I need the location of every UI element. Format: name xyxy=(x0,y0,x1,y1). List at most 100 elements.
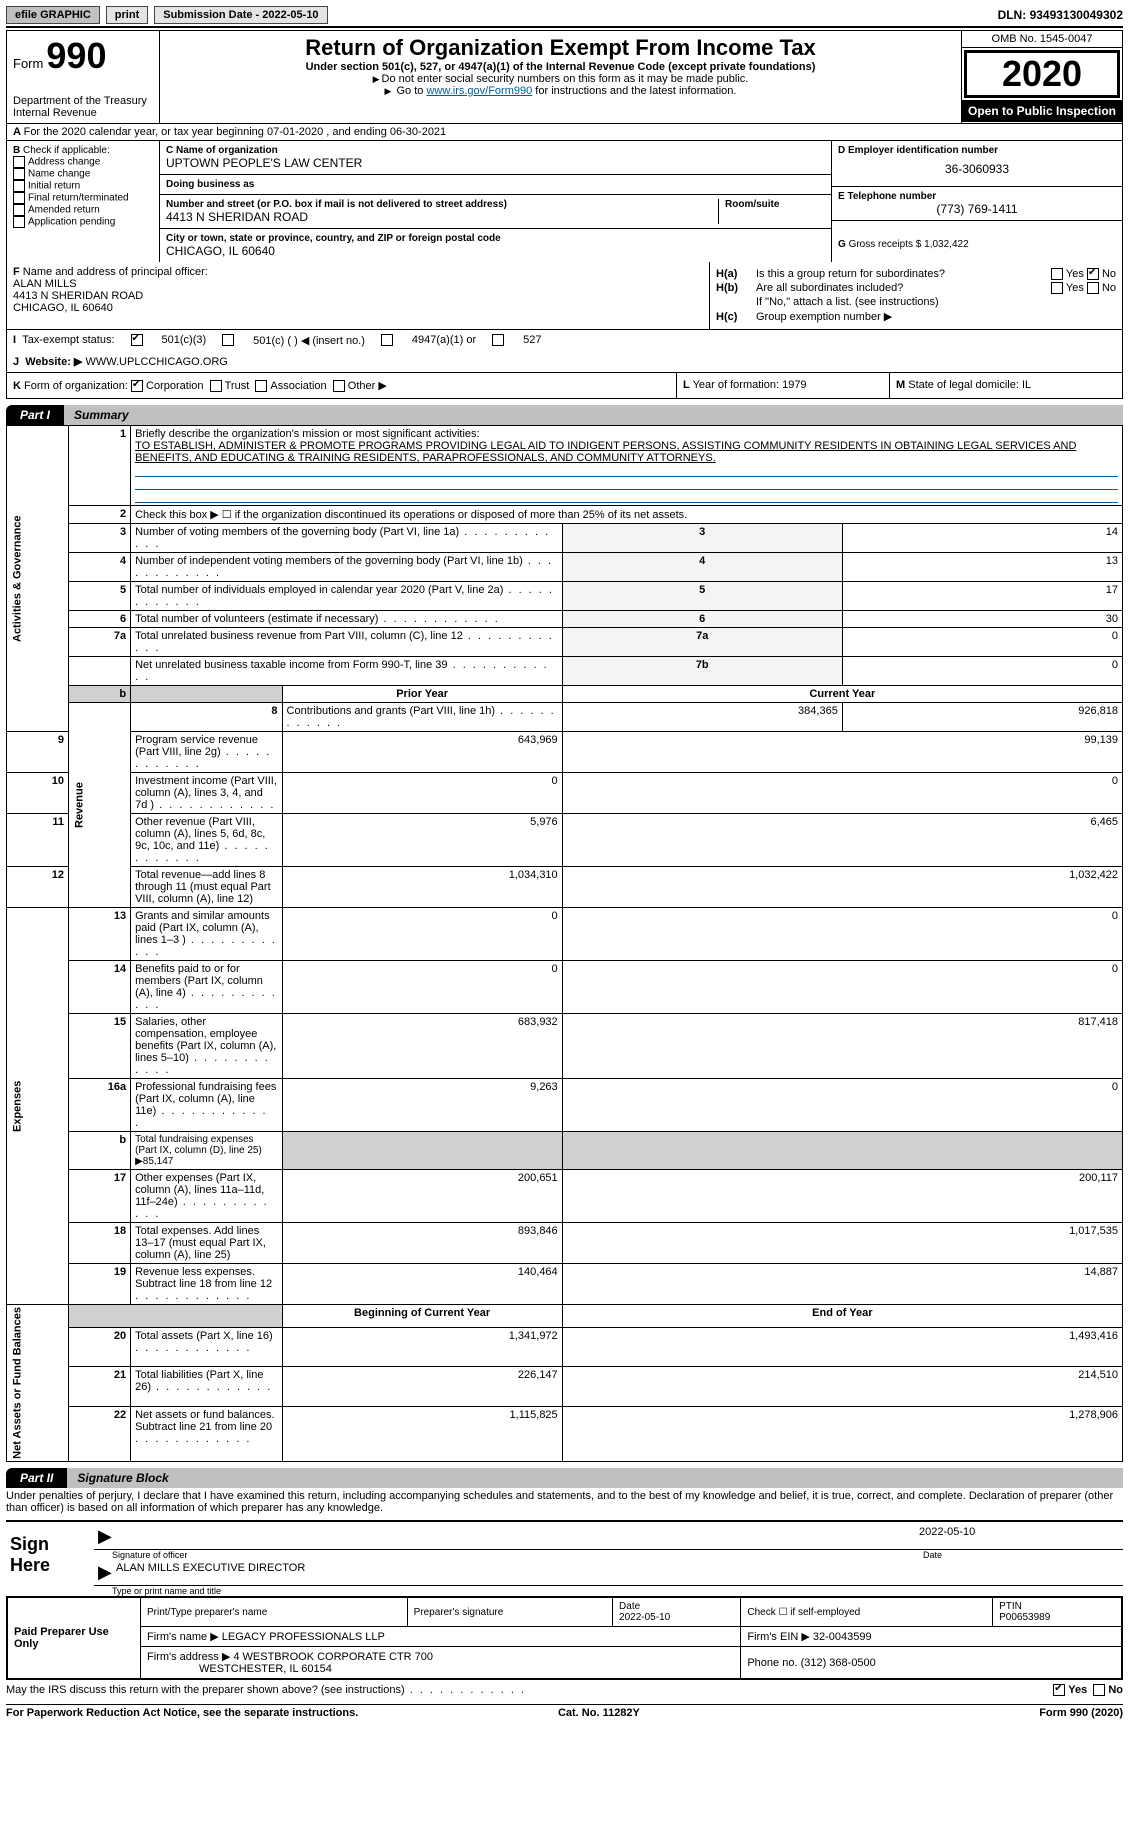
row-prior: 226,147 xyxy=(282,1367,562,1406)
prep-date-cell: Date2022-05-10 xyxy=(613,1597,741,1627)
line1-label: Briefly describe the organization's miss… xyxy=(135,428,479,440)
arrow-icon: ▶ xyxy=(98,1562,116,1583)
cb-discuss-yes[interactable] xyxy=(1053,1684,1065,1696)
opt-501c3: 501(c)(3) xyxy=(162,334,207,347)
prior-year-hdr: Prior Year xyxy=(282,686,562,703)
cb-501c3[interactable] xyxy=(131,334,143,346)
k-trust: Trust xyxy=(225,380,250,392)
row-num: 12 xyxy=(7,867,69,908)
arrow-icon: ▶ xyxy=(98,1526,116,1547)
k-assoc: Association xyxy=(270,380,326,392)
irs-link[interactable]: www.irs.gov/Form990 xyxy=(426,85,532,97)
subdate-value: 2022-05-10 xyxy=(262,9,318,21)
row-j-website: J Website: ▶ WWW.UPLCCHICAGO.ORG xyxy=(6,351,1123,373)
cb-assoc[interactable] xyxy=(255,380,267,392)
firm-ein: 32-0043599 xyxy=(813,1631,872,1643)
omb-number: OMB No. 1545-0047 xyxy=(962,31,1122,48)
print-button[interactable]: print xyxy=(106,6,148,24)
row-current: 926,818 xyxy=(842,703,1122,732)
street-label: Number and street (or P.O. box if mail i… xyxy=(166,199,718,210)
website-value: WWW.UPLCCHICAGO.ORG xyxy=(85,356,227,368)
row-i-status: I Tax-exempt status: 501(c)(3) 501(c) ( … xyxy=(6,330,1123,351)
paperwork-notice: For Paperwork Reduction Act Notice, see … xyxy=(6,1707,358,1719)
row-current: 14,887 xyxy=(562,1264,1122,1305)
c-name-label: Name of organization xyxy=(176,145,278,156)
cb-address[interactable] xyxy=(13,156,25,168)
col-c: C Name of organization UPTOWN PEOPLE'S L… xyxy=(160,141,831,262)
cb-discuss-no[interactable] xyxy=(1093,1684,1105,1696)
form-ref: Form 990 (2020) xyxy=(1039,1707,1123,1719)
l-label: Year of formation: xyxy=(693,379,779,391)
row-current: 1,032,422 xyxy=(562,867,1122,908)
goto-post: for instructions and the latest informat… xyxy=(535,85,736,97)
row-desc: Salaries, other compensation, employee b… xyxy=(131,1014,282,1079)
row-current: 6,465 xyxy=(562,814,1122,867)
no-label: No xyxy=(1102,282,1116,294)
cb-final[interactable] xyxy=(13,192,25,204)
form-word: Form xyxy=(13,56,43,71)
yes-label: Yes xyxy=(1068,1684,1087,1696)
row-current: 1,493,416 xyxy=(562,1328,1122,1367)
cb-trust[interactable] xyxy=(210,380,222,392)
gross-label: Gross receipts $ xyxy=(849,239,922,250)
cb-ha-no[interactable] xyxy=(1087,268,1099,280)
row-num: 6 xyxy=(69,611,131,628)
row-box: 4 xyxy=(562,553,842,582)
row-current: 1,278,906 xyxy=(562,1406,1122,1461)
cb-other[interactable] xyxy=(333,380,345,392)
cb-amended[interactable] xyxy=(13,204,25,216)
row-num: 7a xyxy=(69,628,131,657)
beg-year-hdr: Beginning of Current Year xyxy=(282,1305,562,1328)
row-prior: 893,846 xyxy=(282,1223,562,1264)
ein-label: Employer identification number xyxy=(848,145,998,156)
col-m: M State of legal domicile: IL xyxy=(890,373,1122,398)
row-num xyxy=(69,657,131,686)
summary-table: Activities & Governance 1 Briefly descri… xyxy=(6,425,1123,1462)
row-box: 7b xyxy=(562,657,842,686)
cb-501c[interactable] xyxy=(222,334,234,346)
row-desc: Other expenses (Part IX, column (A), lin… xyxy=(131,1170,282,1223)
row-current: 99,139 xyxy=(562,732,1122,773)
phone-value: (773) 769-1411 xyxy=(838,202,1116,216)
cb-pending[interactable] xyxy=(13,216,25,228)
cb-4947[interactable] xyxy=(381,334,393,346)
row-box: 5 xyxy=(562,582,842,611)
row-prior: 5,976 xyxy=(282,814,562,867)
perjury-declaration: Under penalties of perjury, I declare th… xyxy=(6,1488,1123,1516)
row-num: 17 xyxy=(69,1170,131,1223)
arrow-icon xyxy=(373,73,382,85)
cb-corp[interactable] xyxy=(131,380,143,392)
cb-hb-yes[interactable] xyxy=(1051,282,1063,294)
row-amt: 17 xyxy=(842,582,1122,611)
row-current: 200,117 xyxy=(562,1170,1122,1223)
row-desc: Professional fundraising fees (Part IX, … xyxy=(131,1079,282,1132)
row-fh: F Name and address of principal officer:… xyxy=(6,262,1123,330)
header-right: OMB No. 1545-0047 2020 Open to Public In… xyxy=(962,31,1122,123)
side-netassets: Net Assets or Fund Balances xyxy=(7,1305,69,1462)
cb-initial[interactable] xyxy=(13,180,25,192)
row-prior: 1,034,310 xyxy=(282,867,562,908)
cb-527[interactable] xyxy=(492,334,504,346)
k-label: Form of organization: xyxy=(24,380,128,392)
row-amt: 13 xyxy=(842,553,1122,582)
cb-ha-yes[interactable] xyxy=(1051,268,1063,280)
row-desc: Net unrelated business taxable income fr… xyxy=(131,657,563,686)
ha-text: Is this a group return for subordinates? xyxy=(756,268,945,280)
row-num: b xyxy=(69,1132,131,1170)
row-desc: Contributions and grants (Part VIII, lin… xyxy=(282,703,562,732)
discuss-row: May the IRS discuss this return with the… xyxy=(6,1680,1123,1700)
header-middle: Return of Organization Exempt From Incom… xyxy=(160,31,962,123)
current-year-hdr: Current Year xyxy=(562,686,1122,703)
row-num: 14 xyxy=(69,961,131,1014)
part2-title: Signature Block xyxy=(67,1468,1123,1488)
no-label: No xyxy=(1102,268,1116,280)
shade-cell xyxy=(562,1132,1122,1170)
irs-label: Internal Revenue xyxy=(13,107,153,119)
row-num: 18 xyxy=(69,1223,131,1264)
cb-hb-no[interactable] xyxy=(1087,282,1099,294)
cb-name[interactable] xyxy=(13,168,25,180)
row-prior: 0 xyxy=(282,961,562,1014)
row-a-period: A For the 2020 calendar year, or tax yea… xyxy=(6,124,1123,141)
top-bar: efile GRAPHIC print Submission Date - 20… xyxy=(6,6,1123,24)
row-num: 9 xyxy=(7,732,69,773)
